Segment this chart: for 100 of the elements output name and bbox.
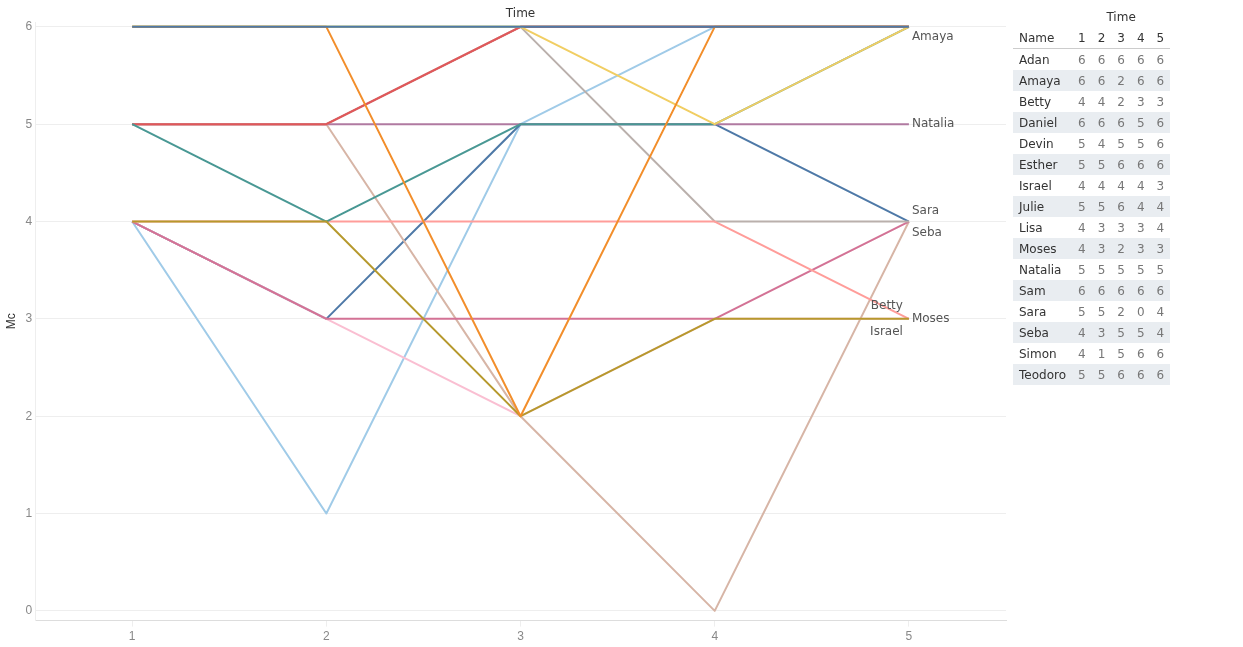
data-label: 6: [1111, 196, 1131, 217]
data-label: 4: [1135, 177, 1146, 195]
data-label: 5: [1072, 364, 1092, 385]
series-label: Moses: [911, 310, 950, 325]
y-tick-label: Simon: [1018, 345, 1058, 363]
data-label: 6: [1130, 70, 1151, 91]
data-label: 6: [1150, 364, 1171, 385]
y-axis-title: Mc: [3, 313, 18, 330]
data-label: 6: [1091, 112, 1112, 133]
y-tick-label: 1: [25, 505, 33, 520]
series-label: Israel: [870, 323, 903, 338]
y-tick-label: 2: [25, 408, 33, 423]
data-label: 6: [1130, 364, 1151, 385]
data-label: 5: [1077, 303, 1087, 321]
y-tick-label: 5: [25, 116, 33, 131]
x-tick-label: 1: [1072, 27, 1092, 49]
data-label: 6: [1111, 112, 1131, 133]
data-label: 6: [1155, 345, 1166, 363]
data-label: 4: [1096, 177, 1107, 195]
data-label: 4: [1155, 303, 1166, 321]
y-tick-label: Seba: [1013, 322, 1072, 343]
data-label: 6: [1135, 51, 1146, 69]
x-tick-label: 5: [905, 629, 913, 644]
data-label: 5: [1072, 196, 1092, 217]
data-label: 6: [1130, 154, 1151, 175]
data-label: 6: [1091, 70, 1112, 91]
x-tick-label: 1: [128, 629, 136, 644]
data-label: 0: [1135, 303, 1146, 321]
data-label: 5: [1096, 261, 1107, 279]
x-tick-label: 2: [323, 629, 331, 644]
data-label: 3: [1155, 93, 1166, 111]
y-tick-label: Sam: [1013, 280, 1072, 301]
data-label: 5: [1096, 303, 1107, 321]
data-label: 3: [1091, 322, 1112, 343]
data-label: 5: [1130, 112, 1151, 133]
data-label: 6: [1135, 345, 1146, 363]
y-tick-label: Natalia: [1018, 261, 1063, 279]
data-label: 6: [1072, 70, 1092, 91]
data-label: 6: [1155, 51, 1166, 69]
data-label: 3: [1096, 219, 1107, 237]
x-tick-label: 3: [1111, 27, 1131, 49]
data-label: 6: [1072, 112, 1092, 133]
data-label: 4: [1155, 219, 1166, 237]
data-label: 5: [1077, 135, 1087, 153]
y-tick-label: Teodoro: [1013, 364, 1072, 385]
data-label: 4: [1077, 219, 1087, 237]
series-label: Seba: [911, 224, 942, 239]
data-label: 4: [1130, 196, 1151, 217]
data-label: 5: [1116, 345, 1126, 363]
y-axis-title: Name: [1013, 27, 1072, 49]
data-label: 5: [1155, 261, 1166, 279]
data-label: 2: [1116, 93, 1126, 111]
data-label: 3: [1091, 238, 1112, 259]
x-tick-label: 3: [517, 629, 525, 644]
y-tick-label: Sara: [1018, 303, 1048, 321]
y-tick-label: Betty: [1018, 93, 1053, 111]
data-label: 4: [1072, 238, 1092, 259]
data-label: 6: [1111, 280, 1131, 301]
data-label: 3: [1130, 238, 1151, 259]
data-label: 6: [1091, 280, 1112, 301]
y-tick-label: Devin: [1018, 135, 1055, 153]
data-label: 6: [1072, 280, 1092, 301]
data-label: 6: [1150, 112, 1171, 133]
y-tick-label: Esther: [1013, 154, 1072, 175]
x-tick-label: 2: [1091, 27, 1112, 49]
y-tick-label: Julie: [1013, 196, 1072, 217]
data-label: 6: [1130, 280, 1151, 301]
series-label: Natalia: [911, 116, 955, 131]
data-label: 1: [1096, 345, 1107, 363]
data-label: 2: [1116, 303, 1126, 321]
x-axis-title: Time: [504, 6, 536, 21]
data-label: 2: [1111, 238, 1131, 259]
data-label: 3: [1150, 238, 1171, 259]
data-label: 6: [1111, 364, 1131, 385]
y-tick-label: Amaya: [1013, 70, 1072, 91]
x-tick-label: 4: [1130, 27, 1151, 49]
data-label: 5: [1077, 261, 1087, 279]
data-label: 3: [1135, 93, 1146, 111]
data-label: 6: [1150, 154, 1171, 175]
x-axis-title: Time: [1105, 8, 1137, 26]
data-label: 2: [1111, 70, 1131, 91]
data-label: 5: [1072, 154, 1092, 175]
series-label: Amaya: [911, 28, 954, 43]
data-label: 4: [1150, 322, 1171, 343]
y-tick-label: 0: [25, 603, 33, 618]
data-label: 4: [1116, 177, 1126, 195]
data-label: 3: [1155, 177, 1166, 195]
data-label: 5: [1091, 196, 1112, 217]
y-tick-label: 4: [25, 213, 33, 228]
data-label: 4: [1096, 135, 1107, 153]
data-label: 5: [1130, 322, 1151, 343]
y-tick-label: Israel: [1018, 177, 1053, 195]
data-label: 6: [1150, 280, 1171, 301]
data-label: 4: [1096, 93, 1107, 111]
y-tick-label: Lisa: [1018, 219, 1044, 237]
data-label: 5: [1135, 135, 1146, 153]
data-label: 4: [1077, 177, 1087, 195]
y-tick-label: 6: [25, 19, 33, 34]
data-label: 6: [1077, 51, 1087, 69]
data-label: 6: [1150, 70, 1171, 91]
